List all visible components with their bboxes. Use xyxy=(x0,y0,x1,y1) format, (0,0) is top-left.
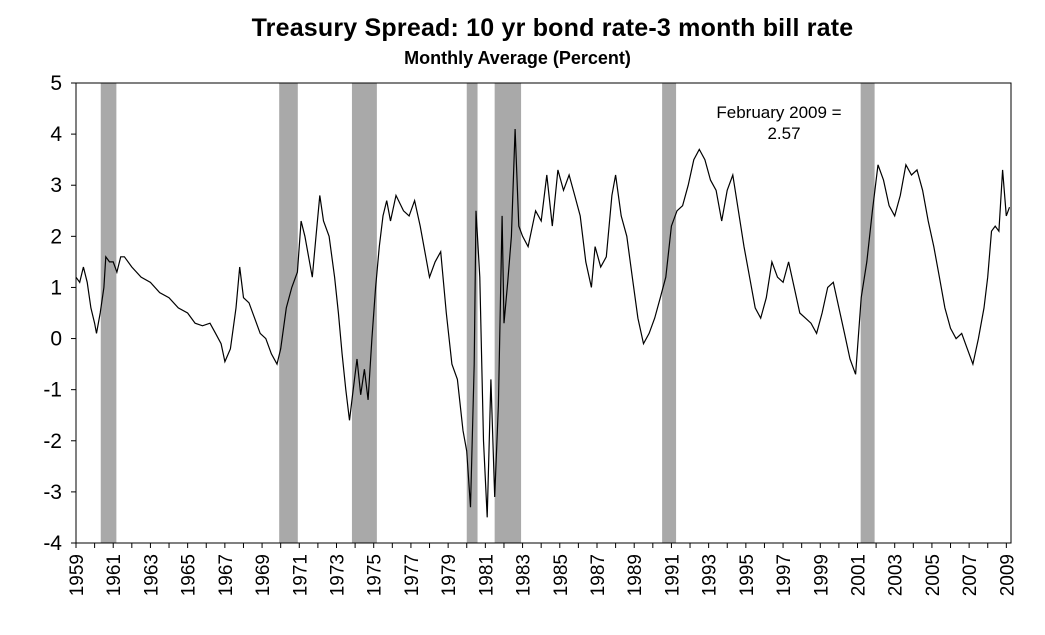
x-tick-label: 1967 xyxy=(216,554,237,596)
y-tick-label: 2 xyxy=(50,225,62,248)
x-tick-label: 2003 xyxy=(886,554,907,596)
y-tick-label: 5 xyxy=(50,72,62,95)
spread-series-line xyxy=(75,128,1011,518)
x-axis: 1959 1961 1963 1965 1967 1969 1971 1973 1975 1977… xyxy=(67,543,1018,596)
recession-bands xyxy=(100,83,875,543)
x-tick-label: 1961 xyxy=(104,554,125,596)
recession-band xyxy=(662,83,677,543)
x-tick-label: 1981 xyxy=(476,554,497,596)
x-tick-label: 1971 xyxy=(290,554,311,596)
x-tick-label: 1965 xyxy=(179,554,200,596)
recession-band xyxy=(466,83,478,543)
x-tick-label: 2009 xyxy=(997,554,1018,596)
y-tick-label: 3 xyxy=(50,174,62,197)
x-tick-label: 1979 xyxy=(439,554,460,596)
chart-title: Treasury Spread: 10 yr bond rate-3 month… xyxy=(251,14,854,42)
plot-area xyxy=(75,82,1012,544)
recession-band xyxy=(860,83,875,543)
recession-band xyxy=(351,83,377,543)
x-tick-label: 1995 xyxy=(737,554,758,596)
y-tick-label: 1 xyxy=(50,276,62,299)
x-tick-label: 1963 xyxy=(141,554,162,596)
x-tick-label: 1987 xyxy=(588,554,609,596)
x-tick-label: 1973 xyxy=(327,554,348,596)
x-tick-label: 2001 xyxy=(848,554,869,596)
recession-band xyxy=(100,83,117,543)
y-tick-label: -2 xyxy=(43,430,62,453)
x-tick-label: 1985 xyxy=(551,554,572,596)
x-tick-label: 1977 xyxy=(402,554,423,596)
x-tick-label: 1989 xyxy=(625,554,646,596)
x-tick-label: 2005 xyxy=(923,554,944,596)
x-tick-label: 1983 xyxy=(514,554,535,596)
y-tick-label: 0 xyxy=(50,328,62,351)
recession-band xyxy=(279,83,298,543)
recession-band xyxy=(494,83,522,543)
y-tick-label: -1 xyxy=(43,379,62,402)
x-tick-label: 1975 xyxy=(365,554,386,596)
y-tick-label: 4 xyxy=(50,123,62,146)
annotation-line2: 2.57 xyxy=(767,124,800,143)
x-tick-label: 2007 xyxy=(960,554,981,596)
x-tick-label: 1993 xyxy=(700,554,721,596)
annotation-line1: February 2009 = xyxy=(716,103,841,122)
y-axis: 5 4 3 2 1 0 -1 -2 -3 -4 xyxy=(43,72,76,555)
x-tick-label: 1991 xyxy=(662,554,683,596)
y-tick-label: -3 xyxy=(43,481,62,504)
x-tick-label: 1969 xyxy=(253,554,274,596)
y-tick-label: -4 xyxy=(43,532,62,555)
x-tick-label: 1959 xyxy=(67,554,88,596)
x-tick-label: 1999 xyxy=(811,554,832,596)
chart-subtitle: Monthly Average (Percent) xyxy=(404,48,631,68)
x-tick-label: 1997 xyxy=(774,554,795,596)
